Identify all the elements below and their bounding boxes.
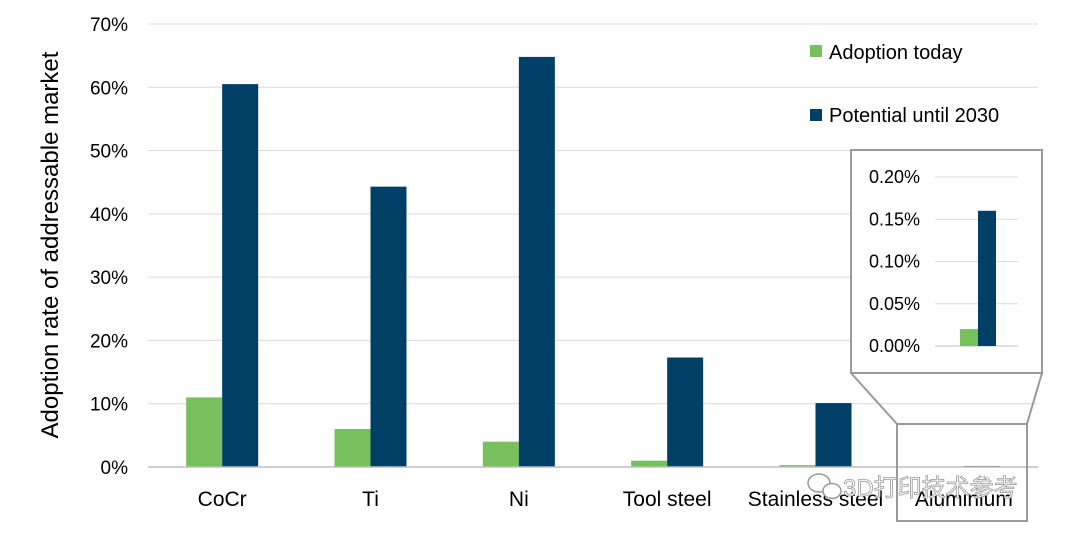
- inset-y-ticks: 0.00% 0.05% 0.10% 0.15% 0.20%: [869, 167, 920, 356]
- inset-zoom: 0.00% 0.05% 0.10% 0.15% 0.20%: [850, 149, 1043, 522]
- y-axis-ticks: 0% 10% 20% 30% 40% 50% 60% 70%: [90, 15, 128, 479]
- watermark: 3D打印技术参考: [807, 473, 1018, 502]
- bar-adoption-today: [482, 441, 519, 467]
- inset-y-tick-label: 0.00%: [869, 336, 920, 356]
- category-labels: CoCr Ti Ni Tool steel Stainless steel Alumini…: [198, 488, 1013, 511]
- category-label: Ti: [362, 488, 379, 511]
- bars: [186, 56, 1000, 468]
- category-label: Tool steel: [623, 488, 712, 511]
- y-tick-label: 30%: [90, 268, 128, 289]
- bar-adoption-today: [186, 397, 223, 467]
- y-axis-label: Adoption rate of addressable market: [37, 51, 64, 438]
- y-tick-label: 70%: [90, 15, 128, 36]
- y-tick-label: 60%: [90, 78, 128, 99]
- inset-y-tick-label: 0.10%: [869, 252, 920, 272]
- bar-potential-2030: [222, 84, 259, 467]
- y-tick-label: 40%: [90, 205, 128, 226]
- legend-swatch-adoption-today: [810, 45, 822, 57]
- category-label: Aluminium: [915, 488, 1013, 511]
- watermark-text: 3D打印技术参考: [843, 475, 1018, 502]
- inset-y-tick-label: 0.20%: [869, 167, 920, 187]
- wechat-icon: [807, 473, 842, 500]
- category-label: CoCr: [198, 488, 247, 511]
- bar-potential-2030: [667, 357, 704, 467]
- y-tick-label: 50%: [90, 142, 128, 163]
- inset-bar-potential-2030: [978, 210, 996, 346]
- category-label: Stainless steel: [748, 488, 883, 511]
- inset-y-tick-label: 0.05%: [869, 294, 920, 314]
- inset-bars: [960, 210, 996, 346]
- legend: Adoption today Potential until 2030: [810, 42, 999, 127]
- y-tick-label: 0%: [101, 458, 129, 479]
- bar-adoption-today: [779, 465, 816, 467]
- legend-swatch-potential-2030: [810, 109, 822, 121]
- bar-potential-2030: [518, 56, 555, 468]
- zoom-source-box: [896, 423, 1028, 522]
- y-tick-label: 20%: [90, 331, 128, 352]
- legend-label-potential-2030: Potential until 2030: [829, 105, 999, 127]
- bar-adoption-today: [334, 429, 371, 467]
- inset-y-tick-label: 0.15%: [869, 209, 920, 229]
- inset-bar-adoption-today: [960, 329, 978, 346]
- y-tick-label: 10%: [90, 395, 128, 416]
- legend-label-adoption-today: Adoption today: [829, 42, 962, 64]
- bar-potential-2030: [370, 186, 407, 467]
- category-label: Ni: [509, 488, 529, 511]
- gridlines: [148, 23, 1038, 405]
- bar-adoption-today: [631, 460, 668, 467]
- inset-connector: [850, 372, 1043, 425]
- bar-potential-2030: [815, 403, 852, 467]
